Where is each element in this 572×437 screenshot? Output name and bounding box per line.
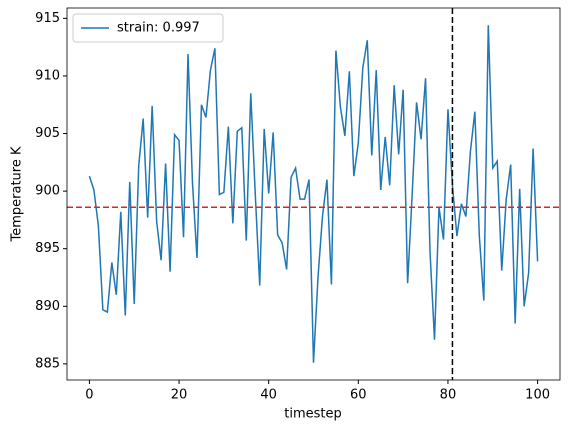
y-tick-label: 905: [35, 126, 60, 141]
y-tick-label: 890: [35, 299, 60, 314]
y-tick-label: 895: [35, 241, 60, 256]
x-tick-label: 20: [171, 388, 188, 403]
legend-label: strain: 0.997: [117, 21, 200, 36]
x-tick-label: 100: [525, 388, 550, 403]
y-axis-label: Temperature K: [10, 146, 25, 242]
y-tick-label: 900: [35, 184, 60, 199]
y-tick-label: 885: [35, 356, 60, 371]
y-tick-label: 910: [35, 68, 60, 83]
y-tick-label: 915: [35, 11, 60, 26]
x-tick-label: 40: [260, 388, 277, 403]
data-line: [88, 25, 539, 363]
x-tick-label: 60: [350, 388, 367, 403]
legend-box: [72, 13, 224, 43]
x-tick-label: 80: [440, 388, 457, 403]
x-axis-label: timestep: [284, 407, 342, 422]
x-tick-label: 0: [85, 388, 93, 403]
plot-frame: [66, 7, 561, 381]
